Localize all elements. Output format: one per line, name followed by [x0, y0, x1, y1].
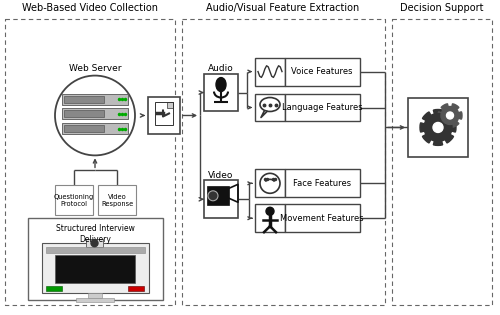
Circle shape: [446, 112, 454, 119]
Bar: [207, 186, 229, 205]
Bar: [88, 293, 102, 298]
Wedge shape: [444, 112, 454, 121]
Text: Web-Based Video Collection: Web-Based Video Collection: [22, 3, 158, 13]
Text: Structured Interview
Delivery: Structured Interview Delivery: [56, 224, 134, 243]
Text: Face Features: Face Features: [293, 179, 351, 188]
Circle shape: [266, 207, 274, 215]
Ellipse shape: [216, 77, 226, 92]
Bar: [408, 98, 468, 158]
Wedge shape: [434, 110, 442, 115]
Bar: [167, 101, 173, 107]
Text: Questioning
Protocol: Questioning Protocol: [54, 194, 94, 207]
Bar: [255, 169, 285, 197]
Text: Audio/Visual Feature Extraction: Audio/Visual Feature Extraction: [206, 3, 360, 13]
Text: Video
Response: Video Response: [101, 194, 133, 207]
Wedge shape: [420, 123, 426, 132]
Wedge shape: [444, 134, 454, 143]
Wedge shape: [452, 121, 459, 127]
Bar: [255, 58, 285, 86]
Text: Web Server: Web Server: [69, 64, 121, 73]
Bar: [5, 19, 175, 305]
Wedge shape: [450, 123, 456, 132]
Bar: [155, 101, 173, 125]
Bar: [182, 19, 385, 305]
Bar: [46, 247, 145, 253]
Wedge shape: [441, 104, 448, 110]
Bar: [98, 185, 136, 215]
Bar: [285, 94, 360, 122]
Text: Audio: Audio: [208, 64, 234, 73]
Text: Movement Features: Movement Features: [280, 214, 364, 223]
Wedge shape: [441, 121, 448, 127]
Circle shape: [424, 113, 452, 141]
Bar: [255, 204, 285, 232]
Bar: [55, 255, 135, 283]
Bar: [64, 95, 104, 102]
Bar: [55, 185, 93, 215]
Text: Decision Support: Decision Support: [400, 3, 484, 13]
Circle shape: [433, 123, 443, 132]
Bar: [285, 58, 360, 86]
Bar: [285, 204, 360, 232]
Bar: [148, 96, 180, 135]
Wedge shape: [452, 104, 459, 110]
Wedge shape: [422, 134, 432, 143]
Text: Voice Features: Voice Features: [291, 67, 353, 76]
Bar: [46, 286, 62, 291]
Bar: [62, 94, 128, 105]
Bar: [64, 125, 104, 132]
Wedge shape: [458, 112, 462, 119]
Circle shape: [208, 191, 218, 201]
Bar: [64, 111, 104, 117]
Text: Video: Video: [208, 171, 234, 180]
Bar: [128, 286, 144, 291]
Wedge shape: [422, 112, 432, 121]
Circle shape: [91, 240, 98, 247]
Text: Language Features: Language Features: [282, 103, 362, 112]
Bar: [285, 169, 360, 197]
Bar: [62, 123, 128, 135]
Bar: [204, 74, 238, 112]
Bar: [28, 218, 163, 300]
Wedge shape: [434, 140, 442, 146]
Circle shape: [441, 106, 459, 124]
Bar: [76, 298, 114, 302]
Bar: [392, 19, 492, 305]
Bar: [42, 243, 149, 293]
Bar: [204, 180, 238, 218]
Bar: [255, 94, 285, 122]
Bar: [86, 239, 103, 247]
Wedge shape: [438, 112, 442, 119]
Bar: [62, 108, 128, 119]
